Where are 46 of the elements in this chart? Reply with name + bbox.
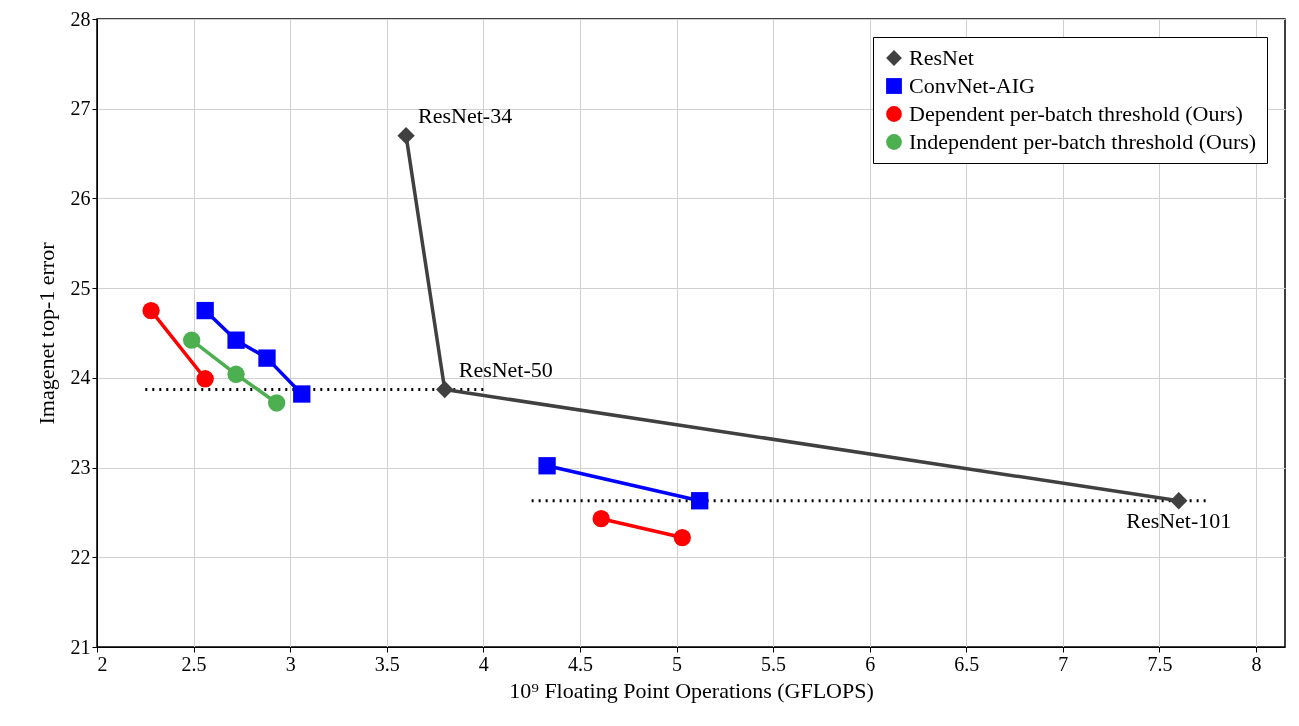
x-tick-label: 7 bbox=[1058, 652, 1069, 675]
point bbox=[196, 370, 214, 388]
x-tick-label: 7.5 bbox=[1147, 652, 1173, 675]
point bbox=[673, 528, 691, 547]
annotation: ResNet-34 bbox=[418, 102, 513, 128]
x-tick-label: 6.5 bbox=[954, 652, 980, 675]
point bbox=[196, 301, 214, 320]
y-tick-label: 21 bbox=[70, 635, 91, 658]
legend-label: Dependent per-batch threshold (Ours) bbox=[909, 101, 1243, 126]
x-tick-label: 4.5 bbox=[567, 652, 593, 675]
annotation: ResNet-50 bbox=[458, 356, 553, 382]
legend-label: Independent per-batch threshold (Ours) bbox=[909, 129, 1257, 154]
x-axis-title: 10⁹ Floating Point Operations (GFLOPS) bbox=[509, 677, 874, 703]
y-tick-label: 27 bbox=[70, 97, 91, 120]
x-tick-label: 2 bbox=[97, 652, 108, 675]
y-tick-label: 28 bbox=[70, 7, 91, 30]
x-tick-label: 4 bbox=[478, 652, 489, 675]
x-tick-label: 3.5 bbox=[374, 652, 400, 675]
x-tick-label: 5.5 bbox=[761, 652, 787, 675]
x-tick-label: 5 bbox=[672, 652, 683, 675]
point bbox=[182, 331, 201, 349]
x-tick-label: 8 bbox=[1251, 652, 1262, 675]
legend-label: ConvNet-AIG bbox=[909, 73, 1035, 98]
y-axis-title: Imagenet top-1 error bbox=[33, 241, 59, 425]
point bbox=[267, 394, 286, 412]
y-tick-label: 26 bbox=[70, 186, 91, 209]
y-tick-label: 24 bbox=[70, 366, 91, 389]
point bbox=[397, 126, 415, 145]
legend-label: ResNet bbox=[909, 45, 974, 70]
point bbox=[592, 510, 610, 528]
annotation: ResNet-101 bbox=[1126, 507, 1232, 533]
point bbox=[227, 365, 245, 383]
point bbox=[538, 457, 556, 475]
y-tick-label: 25 bbox=[70, 276, 91, 299]
point bbox=[142, 301, 160, 320]
y-tick-label: 23 bbox=[70, 456, 91, 479]
point bbox=[1170, 492, 1188, 510]
point bbox=[691, 492, 709, 510]
point bbox=[436, 380, 454, 399]
point bbox=[227, 331, 245, 349]
x-tick-label: 6 bbox=[865, 652, 876, 675]
point bbox=[293, 385, 311, 403]
x-tick-label: 3 bbox=[285, 652, 296, 675]
y-tick-label: 22 bbox=[70, 545, 91, 568]
point bbox=[258, 349, 276, 367]
x-tick-label: 2.5 bbox=[181, 652, 207, 675]
